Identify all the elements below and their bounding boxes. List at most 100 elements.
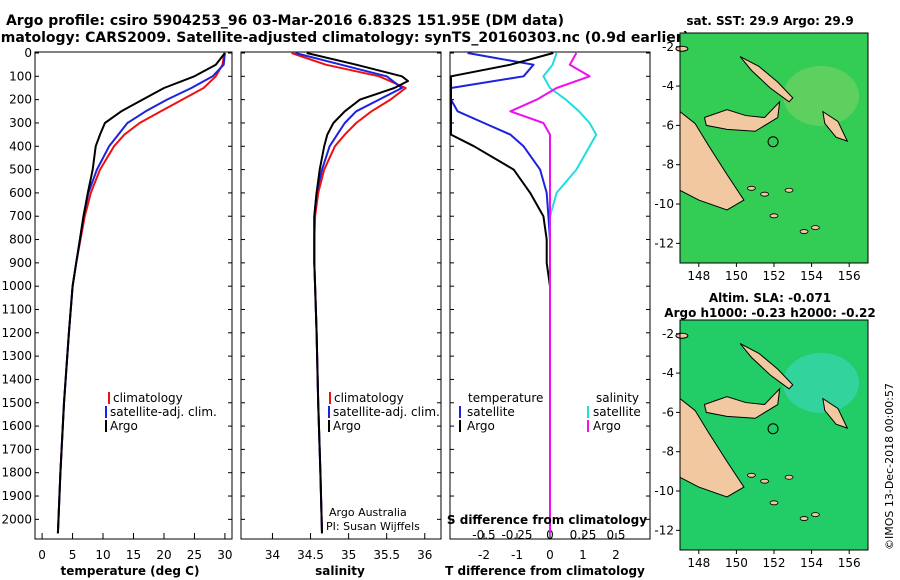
depth-tick-label: 400 [9,139,32,153]
lon-tick-label: 148 [687,556,710,570]
salinity-panel [240,51,442,540]
sla-map-title: Altim. SLA: -0.071 [709,291,831,305]
temperature-panel [34,51,233,540]
title-line-1: Argo profile: csiro 5904253_96 03-Mar-20… [6,13,564,29]
lat-tick-label: -8 [662,158,674,172]
map-land-new-guinea [679,397,745,498]
depth-tick-label: 1700 [1,442,32,456]
difference-legend: temperature satellite Argo salinity sate… [447,391,647,527]
depth-tick-label: 1400 [1,372,32,386]
depth-tick-label: 200 [9,93,32,107]
map-land-island [799,229,809,234]
lon-tick-label: 150 [725,556,748,570]
salinity-legend: climatology satellite-adj. clim. Argo Ar… [326,391,440,533]
lat-tick-label: -2 [662,327,674,341]
x-tick-label: 1 [579,548,587,562]
temperature-xlabel: temperature (deg C) [61,564,200,578]
map-land-island [784,474,794,480]
x-tick-label: 15 [126,548,141,562]
series-line-salinity-satellite [542,52,598,534]
sst-map: -2 -4 -6 -8 -10 -12 148 150 152 154 156 [654,32,869,283]
series-line-salinity-argo [509,52,591,534]
lon-tick-label: 156 [838,269,861,283]
legend-label-s-satellite: satellite [593,405,641,419]
series-line-climatology [291,52,407,534]
lat-tick-label: -6 [662,118,674,132]
s-tick-label: 0.5 [606,528,625,542]
lon-tick-label: 154 [800,269,823,283]
legend-label-argo: Argo [333,419,361,433]
x-tick-label: 25 [187,548,202,562]
depth-tick-label: 600 [9,186,32,200]
lat-tick-label: -4 [662,366,674,380]
x-tick-label: 35.5 [373,548,400,562]
map-land-island [760,478,769,484]
sla-map: -2 -4 -6 -8 -10 -12 148 150 152 154 156 [654,319,869,570]
legend-label-satellite: satellite-adj. clim. [110,405,217,419]
depth-tick-label: 1000 [1,279,32,293]
temperature-legend: climatology satellite-adj. clim. Argo [105,391,217,433]
x-tick-label: 10 [95,548,110,562]
temperature-plot: 0 5 10 15 20 25 30 [38,52,233,562]
map-land-manus [675,45,689,52]
sla-map-subtitle: Argo h1000: -0.23 h2000: -0.22 [664,306,875,320]
lon-tick-label: 152 [763,269,786,283]
legend-label-climatology: climatology [334,391,404,405]
map-land-island [784,187,794,193]
depth-tick-label: 1300 [1,349,32,363]
series-line-argo [306,52,409,534]
map-anomaly-region [783,65,859,126]
series-line-argo [56,52,226,534]
depth-tick-label: 900 [9,256,32,270]
map-land-island [747,185,756,191]
argo-position-marker [767,136,779,148]
map-land-island [769,500,779,506]
map-land-island [747,472,756,478]
credit-pi: PI: Susan Wijffels [326,520,420,533]
sst-map-title: sat. SST: 29.9 Argo: 29.9 [686,14,853,28]
s-tick-label: -0.5 [472,528,495,542]
x-tick-label: -2 [478,548,490,562]
depth-tick-label: 700 [9,209,32,223]
difference-plot: -2 -0.5 -1 -0.25 0 0 1 0.25 2 0.5 [450,52,626,562]
map-land-manus [675,332,689,339]
map-land-island [760,191,769,197]
lon-tick-label: 156 [838,556,861,570]
s-tick-label: 0.25 [570,528,597,542]
series-line-satellite-adj-clim- [295,52,403,534]
depth-tick-label: 1500 [1,396,32,410]
map-land-island [769,213,779,219]
map-land-new-britain [703,100,781,132]
lat-tick-label: -2 [662,40,674,54]
x-tick-label: -1 [511,548,523,562]
map-land-bougainville [822,397,849,429]
legend-label-s-argo: Argo [593,419,621,433]
lat-tick-label: -12 [654,236,674,250]
salinity-plot: 34 34.5 35 35.5 36 [265,52,432,562]
legend-label-climatology: climatology [113,391,183,405]
depth-tick-label: 2000 [1,512,32,526]
depth-tick-label: 100 [9,69,32,83]
depth-tick-label: 1800 [1,466,32,480]
legend-title-salinity: salinity [596,391,639,405]
legend-label-t-argo: Argo [467,419,495,433]
x-tick-label: 34 [265,548,280,562]
x-tick-label: 30 [217,548,232,562]
map-land-new-britain [703,387,781,419]
credit-argo-australia: Argo Australia [329,506,407,519]
depth-tick-label: 1100 [1,302,32,316]
s-tick-label: -0.25 [501,528,532,542]
title-line-2: Climatology: CARS2009. Satellite-adjuste… [0,30,689,46]
lat-tick-label: -10 [654,484,674,498]
legend-title-temperature: temperature [468,391,543,405]
lat-tick-label: -10 [654,197,674,211]
depth-tick-label: 300 [9,116,32,130]
map-anomaly-region [783,352,859,413]
lat-tick-label: -6 [662,405,674,419]
x-tick-label: 36 [417,548,432,562]
x-tick-label: 35 [341,548,356,562]
map-land-island [810,512,820,518]
map-land-new-ireland [739,343,794,390]
depth-tick-label: 1900 [1,489,32,503]
